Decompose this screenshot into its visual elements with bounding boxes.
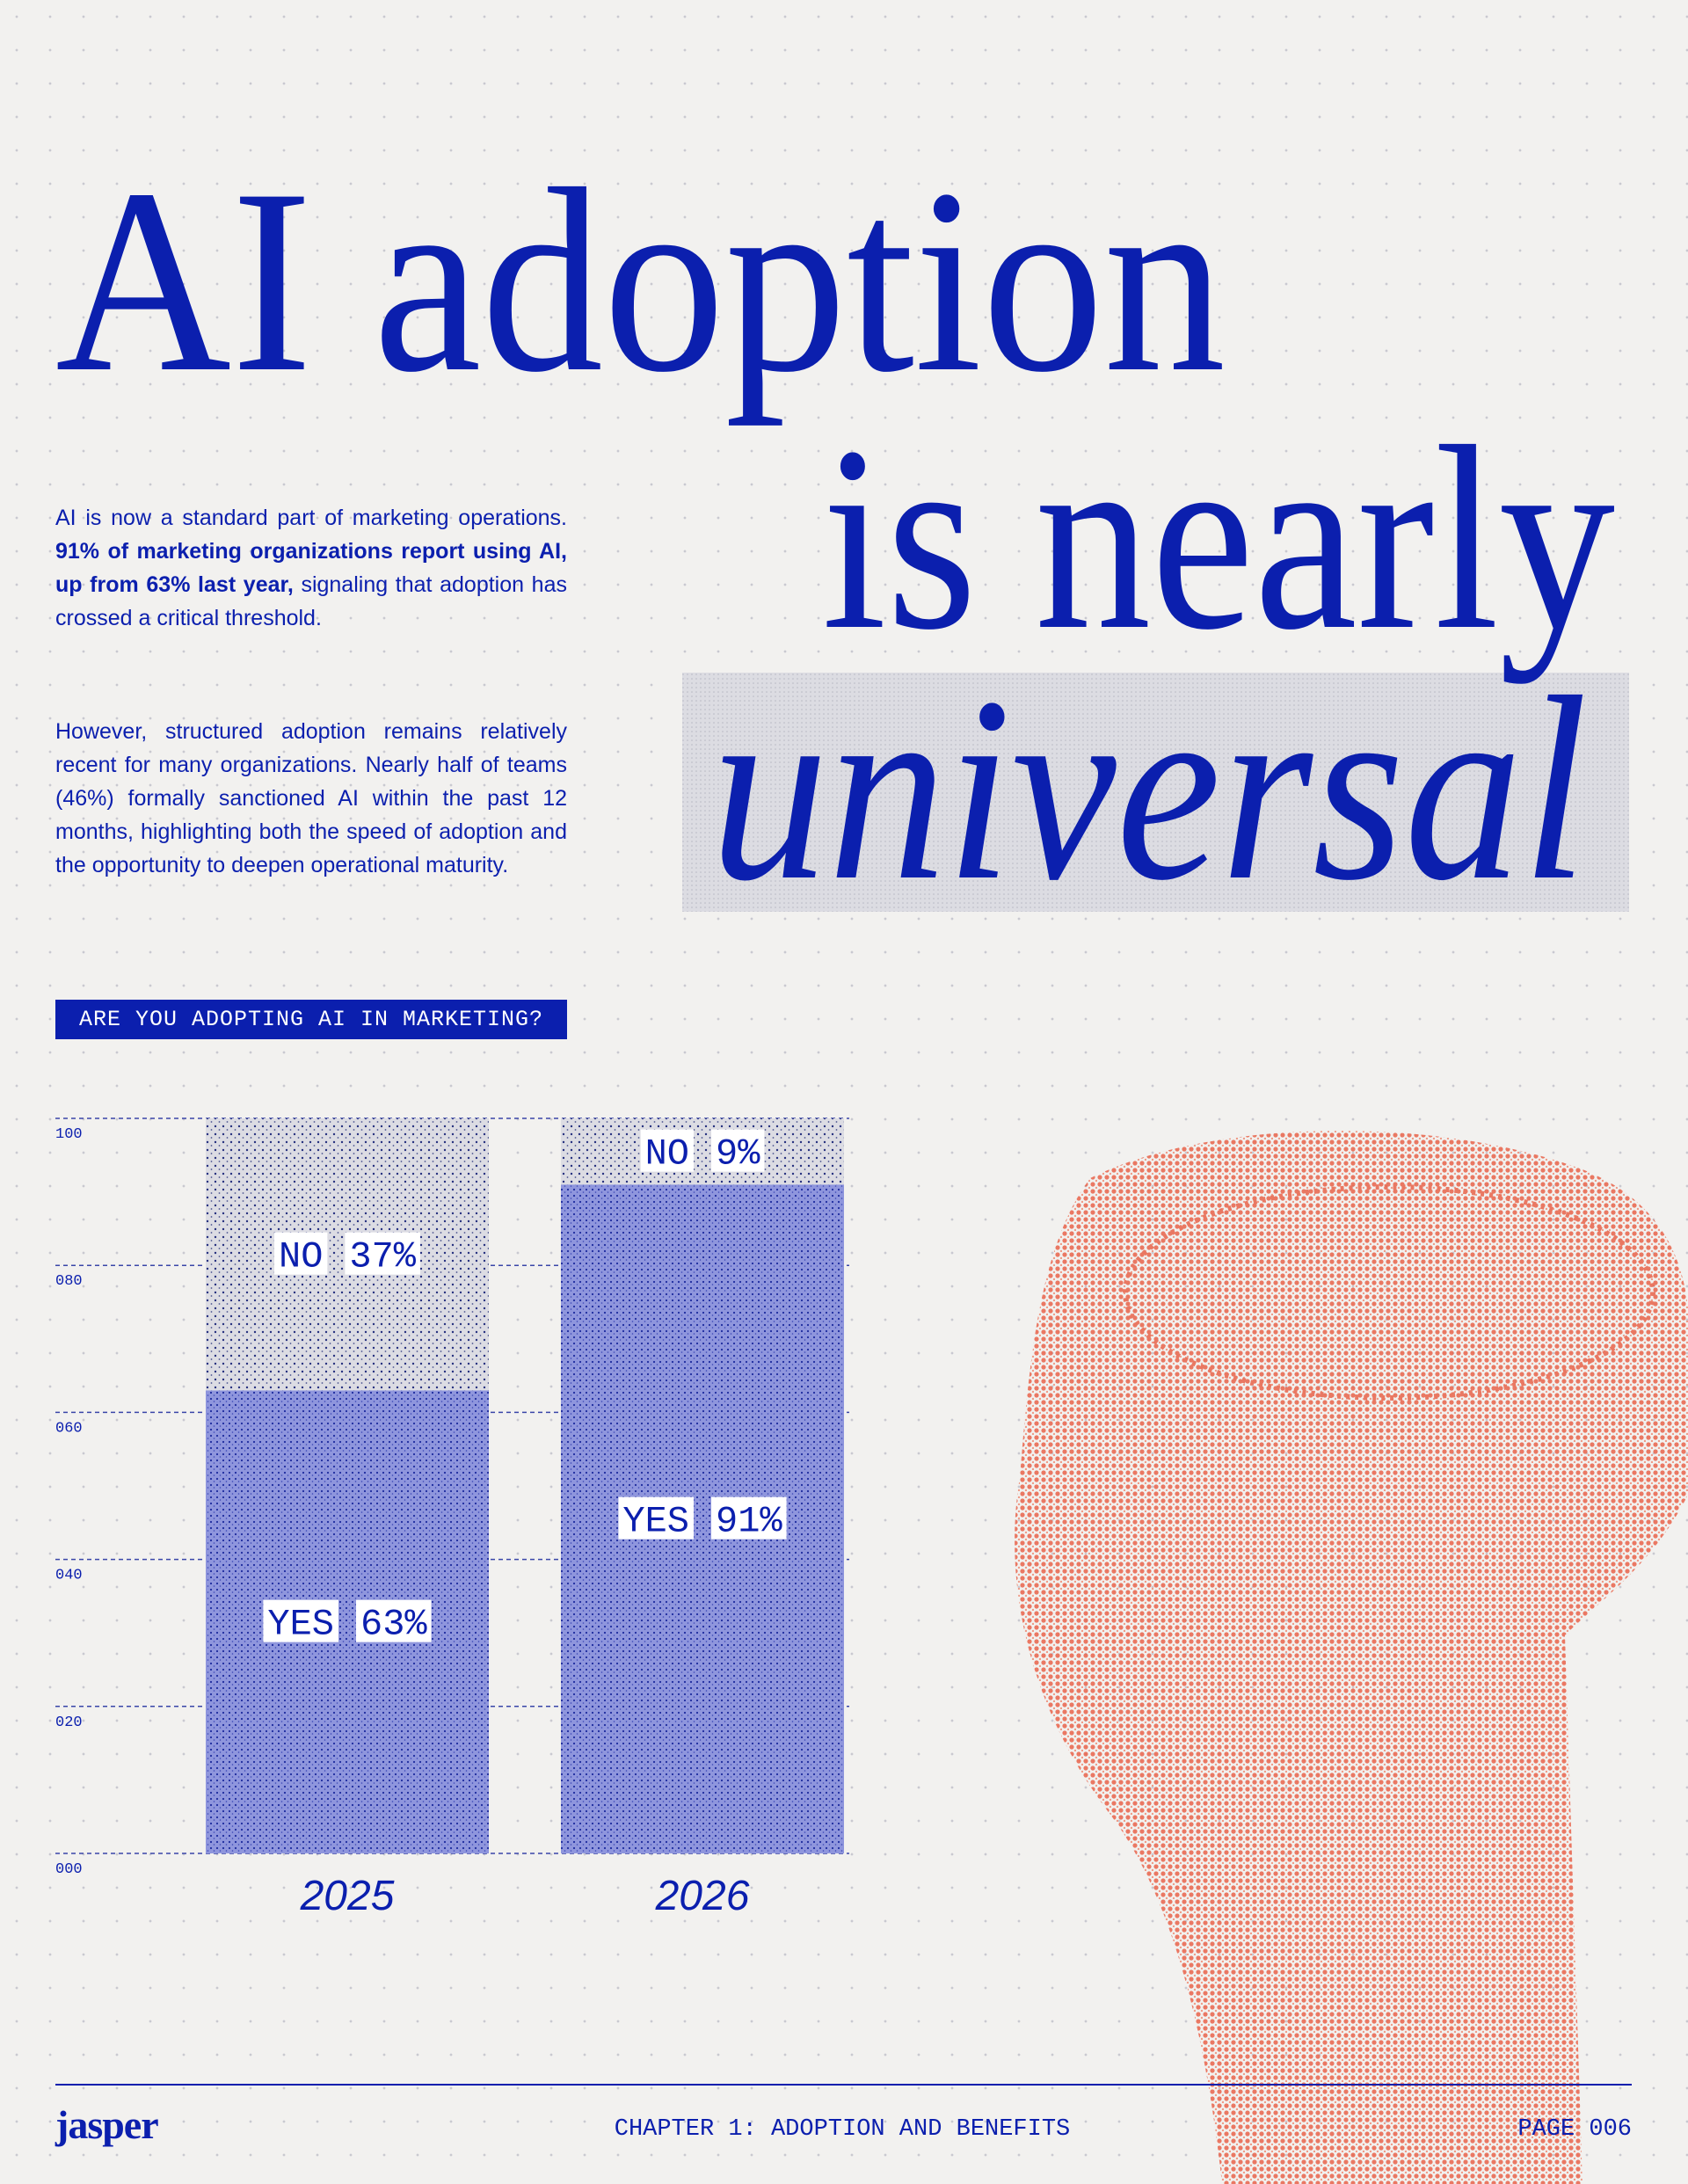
label-bg (711, 1496, 787, 1540)
bar-segment (561, 1118, 844, 1185)
value-label: 63% (360, 1604, 427, 1646)
y-tick-label: 040 (55, 1568, 83, 1584)
y-tick-label: 060 (55, 1420, 83, 1437)
y-tick-label: 020 (55, 1714, 83, 1731)
bar-segment (206, 1390, 489, 1853)
x-tick-label: 2026 (655, 1873, 750, 1919)
headline-line: universal (710, 643, 1588, 935)
headline-highlight (682, 673, 1629, 912)
label-bg (640, 1129, 694, 1172)
footer-page: PAGE 006 (1517, 2116, 1632, 2143)
y-tick-label: 000 (55, 1861, 83, 1878)
series-name: NO (645, 1133, 689, 1176)
y-tick-label: 100 (55, 1126, 83, 1143)
label-bg (356, 1599, 432, 1642)
series-name: NO (279, 1236, 323, 1278)
series-name: YES (622, 1501, 689, 1543)
paragraph: AI is now a standard part of marketing o… (55, 501, 567, 635)
value-label: 91% (716, 1501, 782, 1543)
label-bg (263, 1599, 338, 1642)
y-tick-label: 080 (55, 1273, 83, 1290)
text: AI is now a standard part of marketing o… (55, 506, 567, 530)
text: However, structured adoption remains rel… (55, 719, 567, 877)
footer-logo: jasper (55, 2102, 158, 2147)
paragraph: However, structured adoption remains rel… (55, 715, 567, 882)
series-name: YES (267, 1604, 334, 1646)
headline-line: AI adoption (55, 135, 1226, 427)
text: signaling that adoption has crossed a cr… (55, 572, 567, 630)
chart: 000 020 040 060 080 100 YES 63% NO 37% 2025 YES 91% N… (55, 1117, 849, 1919)
label-bg (618, 1496, 694, 1540)
label-bg (345, 1232, 420, 1275)
label-bg (274, 1232, 328, 1275)
footer-chapter: CHAPTER 1: ADOPTION AND BENEFITS (615, 2116, 1070, 2143)
headline-line: is nearly (822, 392, 1615, 685)
hand-illustration (1015, 1131, 1688, 2184)
value-label: 9% (716, 1133, 760, 1176)
x-tick-label: 2025 (300, 1873, 395, 1919)
chart-label: ARE YOU ADOPTING AI IN MARKETING? (55, 1000, 567, 1039)
value-label: 37% (349, 1236, 416, 1278)
bar-segment (561, 1184, 844, 1853)
label-bg (711, 1129, 765, 1172)
bold-text: 91% of marketing organizations report us… (55, 539, 567, 597)
